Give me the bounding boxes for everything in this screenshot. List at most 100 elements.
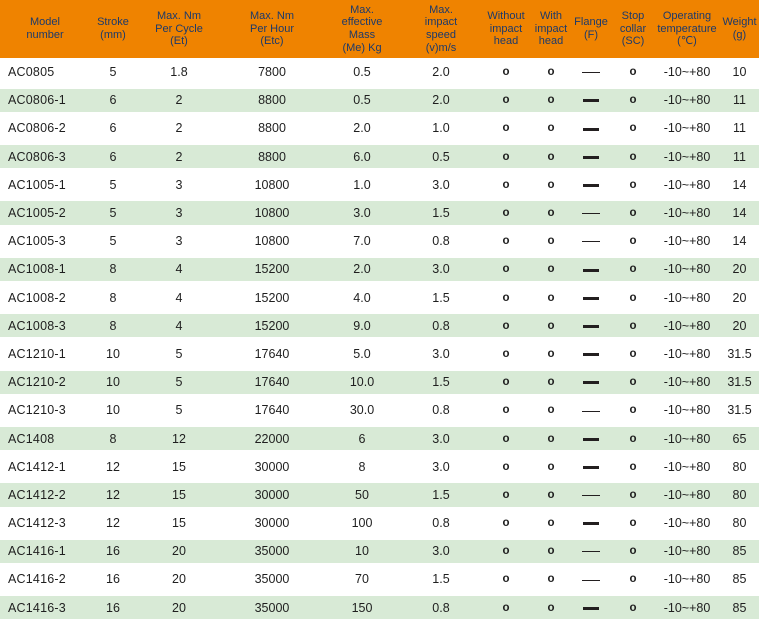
table-row: AC1210-1 10 5 17640 5.0 3.0 o o o -10~+80 31.5 (0, 340, 759, 368)
column-header-max-effective-mass: Max. effective Mass (Me) Kg (322, 0, 402, 58)
cell-stroke-mm: 16 (90, 537, 136, 565)
cell-weight-g: 80 (732, 459, 747, 474)
cell-flange (570, 86, 612, 114)
cell-without-impact-head: o (480, 481, 532, 509)
cell-operating-temperature: -10~+80 (663, 177, 711, 192)
cell-stop-collar: o (612, 199, 654, 227)
cell-max-effective-mass: 1.0 (353, 177, 371, 192)
table-row: AC1008-1 8 4 15200 2.0 3.0 o o o -10~+80 20 (0, 255, 759, 283)
cell-with-impact-head: o (547, 347, 555, 360)
cell-stroke-mm: 12 (106, 459, 120, 474)
cell-max-nm-per-cycle: 5 (175, 346, 183, 361)
cell-weight-g: 80 (720, 481, 759, 509)
cell-stroke-mm: 6 (90, 86, 136, 114)
cell-max-impact-speed: 0.8 (432, 403, 450, 418)
cell-max-nm-per-hour: 15200 (254, 290, 290, 305)
cell-flange (570, 114, 612, 142)
cell-max-impact-speed: 3.0 (432, 346, 450, 361)
cell-without-impact-head: o (502, 347, 510, 360)
cell-weight-g: 11 (720, 143, 759, 171)
cell-stop-collar: o (612, 312, 654, 340)
cell-operating-temperature: -10~+80 (663, 346, 711, 361)
cell-without-impact-head: o (480, 86, 532, 114)
cell-max-impact-speed: 3.0 (432, 177, 450, 192)
cell-with-impact-head: o (547, 122, 555, 135)
cell-max-impact-speed: 0.8 (402, 594, 480, 622)
cell-operating-temperature: -10~+80 (654, 143, 720, 171)
cell-max-effective-mass: 5.0 (353, 346, 371, 361)
cell-stroke-mm: 8 (90, 255, 136, 283)
cell-max-impact-speed: 0.8 (432, 516, 450, 531)
cell-weight-g: 20 (732, 290, 747, 305)
table-row: AC0806-1 6 2 8800 0.5 2.0 o o o -10~+80 11 (0, 86, 759, 114)
table-row: AC1005-3 5 3 10800 7.0 0.8 o o o -10~+80 14 (0, 227, 759, 255)
cell-flange (570, 565, 612, 593)
cell-model: AC1008-3 (0, 312, 90, 340)
cell-flange (570, 284, 612, 312)
cell-weight-g: 11 (720, 86, 759, 114)
cell-stop-collar: o (629, 347, 637, 360)
cell-without-impact-head: o (480, 199, 532, 227)
cell-max-nm-per-cycle: 3 (136, 199, 222, 227)
cell-without-impact-head: o (480, 368, 532, 396)
cell-max-nm-per-cycle: 20 (172, 572, 186, 587)
cell-with-impact-head: o (532, 424, 570, 452)
cell-stop-collar: o (612, 537, 654, 565)
cell-max-impact-speed: 1.5 (402, 368, 480, 396)
cell-max-nm-per-hour: 15200 (222, 312, 322, 340)
cell-with-impact-head: o (532, 255, 570, 283)
cell-without-impact-head: o (480, 255, 532, 283)
cell-stroke-mm: 12 (90, 481, 136, 509)
cell-stroke-mm: 16 (106, 572, 120, 587)
cell-max-nm-per-cycle: 12 (136, 424, 222, 452)
dash-thin-mark (582, 213, 600, 215)
dash-thin-mark (582, 551, 600, 553)
cell-flange (570, 453, 612, 481)
dash-bold-mark (583, 296, 599, 300)
dash-bold-mark (583, 184, 599, 188)
cell-with-impact-head: o (547, 235, 555, 248)
cell-weight-g: 14 (732, 177, 747, 192)
cell-max-effective-mass: 2.0 (353, 121, 371, 136)
cell-max-effective-mass: 10.0 (322, 368, 402, 396)
cell-model: AC1210-3 (8, 403, 66, 418)
cell-operating-temperature: -10~+80 (654, 594, 720, 622)
cell-stroke-mm: 12 (106, 516, 120, 531)
cell-flange (570, 143, 612, 171)
column-header-model: Model number (0, 0, 90, 58)
cell-weight-g: 14 (720, 199, 759, 227)
column-header-weight-g: Weight (g) (720, 0, 759, 58)
cell-max-impact-speed: 1.0 (432, 121, 450, 136)
cell-stroke-mm: 5 (109, 65, 117, 80)
cell-stop-collar: o (612, 481, 654, 509)
cell-max-nm-per-cycle: 3 (175, 177, 183, 192)
cell-weight-g: 11 (733, 121, 746, 136)
cell-stop-collar: o (629, 517, 637, 530)
cell-weight-g: 20 (720, 255, 759, 283)
cell-max-nm-per-cycle: 4 (136, 255, 222, 283)
cell-max-nm-per-cycle: 1.8 (170, 65, 188, 80)
cell-without-impact-head: o (480, 537, 532, 565)
cell-flange (570, 58, 612, 86)
cell-stroke-mm: 16 (90, 594, 136, 622)
cell-flange (570, 255, 612, 283)
cell-max-impact-speed: 3.0 (432, 459, 450, 474)
cell-with-impact-head: o (532, 199, 570, 227)
cell-operating-temperature: -10~+80 (663, 516, 711, 531)
column-header-max-nm-per-cycle: Max. Nm Per Cycle (Et) (136, 0, 222, 58)
cell-max-nm-per-cycle: 20 (136, 537, 222, 565)
cell-max-nm-per-hour: 30000 (254, 516, 290, 531)
cell-max-effective-mass: 6 (322, 424, 402, 452)
cell-weight-g: 85 (720, 594, 759, 622)
cell-flange (570, 171, 612, 199)
cell-weight-g: 31.5 (727, 346, 752, 361)
cell-max-effective-mass: 4.0 (353, 290, 371, 305)
cell-operating-temperature: -10~+80 (654, 481, 720, 509)
cell-max-nm-per-cycle: 4 (136, 312, 222, 340)
cell-with-impact-head: o (547, 178, 555, 191)
cell-stop-collar: o (612, 424, 654, 452)
cell-max-nm-per-hour: 22000 (222, 424, 322, 452)
cell-max-impact-speed: 0.5 (402, 143, 480, 171)
